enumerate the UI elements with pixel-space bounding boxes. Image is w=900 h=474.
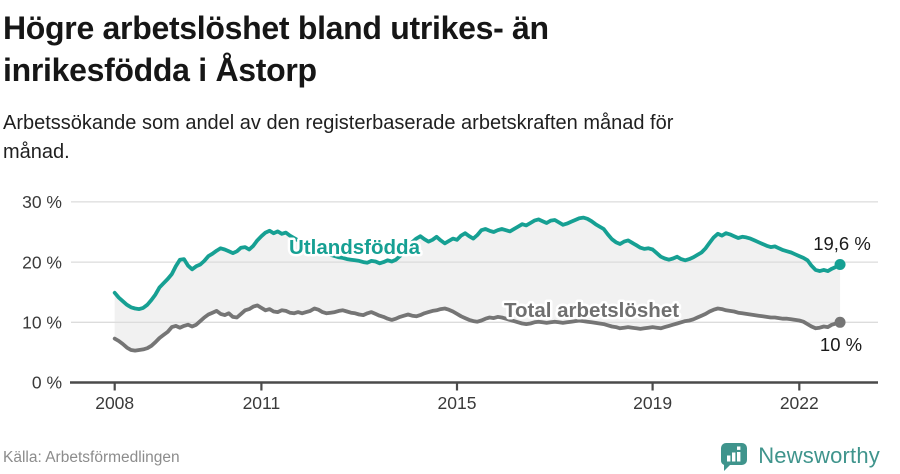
bar-small bbox=[727, 455, 731, 461]
title-line-2: inrikesfödda i Åstorp bbox=[3, 52, 317, 88]
x-axis-label: 2019 bbox=[633, 393, 672, 413]
line-total-arbetsloshet bbox=[112, 303, 842, 353]
series-label-total: Total arbetslöshet bbox=[504, 299, 679, 322]
page-title: Högre arbetslöshet bland utrikes- än inr… bbox=[3, 7, 823, 91]
end-dot-utlandsfodda bbox=[834, 259, 846, 271]
subtitle-line-1: Arbetssökande som andel av den registerb… bbox=[3, 112, 674, 134]
brand-logo: Newsworthy bbox=[719, 440, 880, 472]
y-axis-label: 0 % bbox=[32, 373, 62, 393]
subtitle-line-2: månad. bbox=[3, 141, 70, 163]
end-value-label-utlandsfodda: 19,6 % bbox=[813, 233, 871, 254]
bar-medium bbox=[732, 452, 736, 461]
y-axis-label: 20 % bbox=[22, 252, 62, 272]
end-value-label-total: 10 % bbox=[820, 334, 862, 355]
x-axis-label: 2015 bbox=[438, 393, 477, 413]
y-axis-label: 30 % bbox=[22, 192, 62, 212]
series-band-area bbox=[114, 217, 841, 351]
line-utlandsfodda bbox=[112, 215, 842, 312]
chart-subtitle: Arbetssökande som andel av den registerb… bbox=[3, 109, 843, 167]
x-axis-label: 2011 bbox=[243, 393, 281, 413]
x-axis-label: 2008 bbox=[95, 393, 134, 413]
brand-name: Newsworthy bbox=[758, 443, 880, 468]
end-dot-total bbox=[834, 316, 846, 328]
newsworthy-icon bbox=[721, 442, 748, 471]
source-note: Källa: Arbetsförmedlingen bbox=[3, 449, 180, 466]
exclamation-dot bbox=[737, 446, 741, 450]
y-axis-label: 10 % bbox=[22, 313, 62, 333]
series-label-utlandsfodda: Utlandsfödda bbox=[289, 236, 421, 259]
title-line-1: Högre arbetslöshet bland utrikes- än bbox=[3, 10, 549, 46]
bar-tall bbox=[737, 451, 741, 461]
x-axis-label: 2022 bbox=[780, 393, 819, 413]
